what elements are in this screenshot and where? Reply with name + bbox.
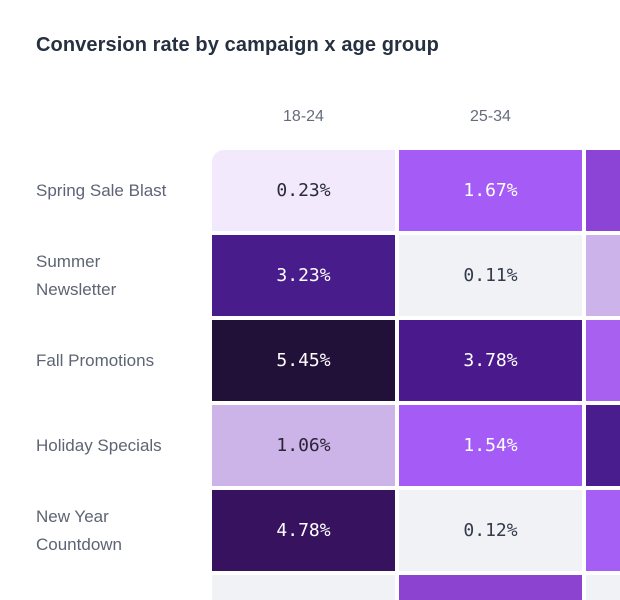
heatmap-cell [212, 575, 395, 600]
column-header: 25-34 [470, 108, 511, 125]
heatmap-cell [399, 575, 582, 600]
cell-value: 0.11% [463, 265, 518, 286]
heatmap-cell: 4.78% [212, 490, 395, 571]
heatmap-grid: 0.23% 1.67% 3.23% 0.11% 5.45% 3.78% 1.06% 1.54%… [212, 150, 620, 600]
cell-value: 3.78% [463, 350, 518, 371]
heatmap-cell: 3.78% [399, 320, 582, 401]
heatmap-cell: 1.54% [399, 405, 582, 486]
heatmap-cell [586, 235, 620, 316]
chart-title: Conversion rate by campaign x age group [36, 34, 439, 56]
heatmap-cell: 3.23% [212, 235, 395, 316]
cell-value: 4.78% [276, 520, 331, 541]
row-label: Fall Promotions [36, 350, 155, 370]
column-header: 18-24 [283, 108, 324, 125]
row-label: Summer Newsletter [36, 251, 117, 299]
heatmap-cell [586, 490, 620, 571]
heatmap-cell: 5.45% [212, 320, 395, 401]
cell-value: 3.23% [276, 265, 331, 286]
cell-value: 0.23% [276, 180, 331, 201]
cell-value: 0.12% [463, 520, 518, 541]
heatmap-cell: 1.06% [212, 405, 395, 486]
heatmap-cell [586, 405, 620, 486]
cell-value: 1.67% [463, 180, 518, 201]
heatmap-cell [586, 320, 620, 401]
cell-value: 5.45% [276, 350, 331, 371]
heatmap-cell: 0.11% [399, 235, 582, 316]
row-label [36, 575, 198, 600]
heatmap-cell [586, 575, 620, 600]
row-label: Spring Sale Blast [36, 180, 167, 200]
row-label: New Year Countdown [36, 506, 123, 554]
heatmap-cell: 0.23% [212, 150, 395, 231]
row-label: Holiday Specials [36, 435, 162, 455]
cell-value: 1.06% [276, 435, 331, 456]
heatmap-cell: 1.67% [399, 150, 582, 231]
cell-value: 1.54% [463, 435, 518, 456]
heatmap-cell: 0.12% [399, 490, 582, 571]
heatmap-cell [586, 150, 620, 231]
